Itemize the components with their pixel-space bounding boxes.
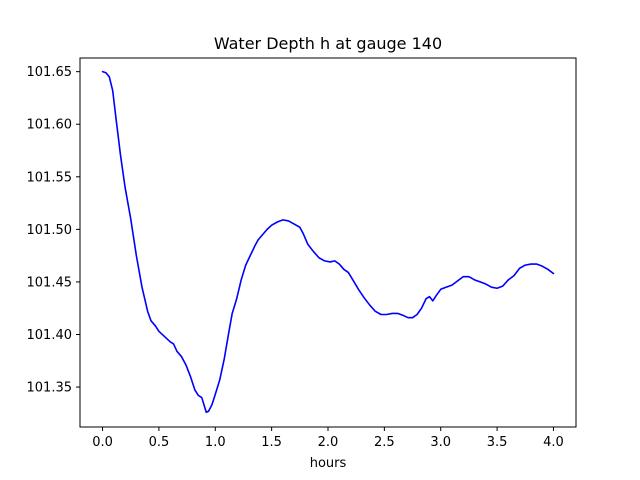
x-tick-label: 3.5: [487, 435, 508, 450]
x-axis-label: hours: [310, 456, 347, 471]
y-tick-label: 101.40: [27, 328, 73, 343]
y-tick-label: 101.35: [27, 381, 73, 396]
x-tick-label: 0.0: [92, 435, 113, 450]
x-tick-label: 2.0: [318, 435, 339, 450]
x-tick-label: 3.0: [430, 435, 451, 450]
y-tick-label: 101.60: [27, 118, 73, 133]
x-tick-label: 2.5: [374, 435, 395, 450]
y-tick-label: 101.45: [27, 275, 73, 290]
y-tick-label: 101.65: [27, 65, 73, 80]
series-line-0: [101, 70, 555, 414]
y-tick-label: 101.55: [27, 170, 73, 185]
x-tick-label: 1.0: [205, 435, 226, 450]
x-tick-label: 1.5: [261, 435, 282, 450]
x-tick-label: 0.5: [149, 435, 170, 450]
y-tick-label: 101.50: [27, 223, 73, 238]
x-tick-label: 4.0: [543, 435, 564, 450]
chart-title: Water Depth h at gauge 140: [214, 34, 442, 53]
